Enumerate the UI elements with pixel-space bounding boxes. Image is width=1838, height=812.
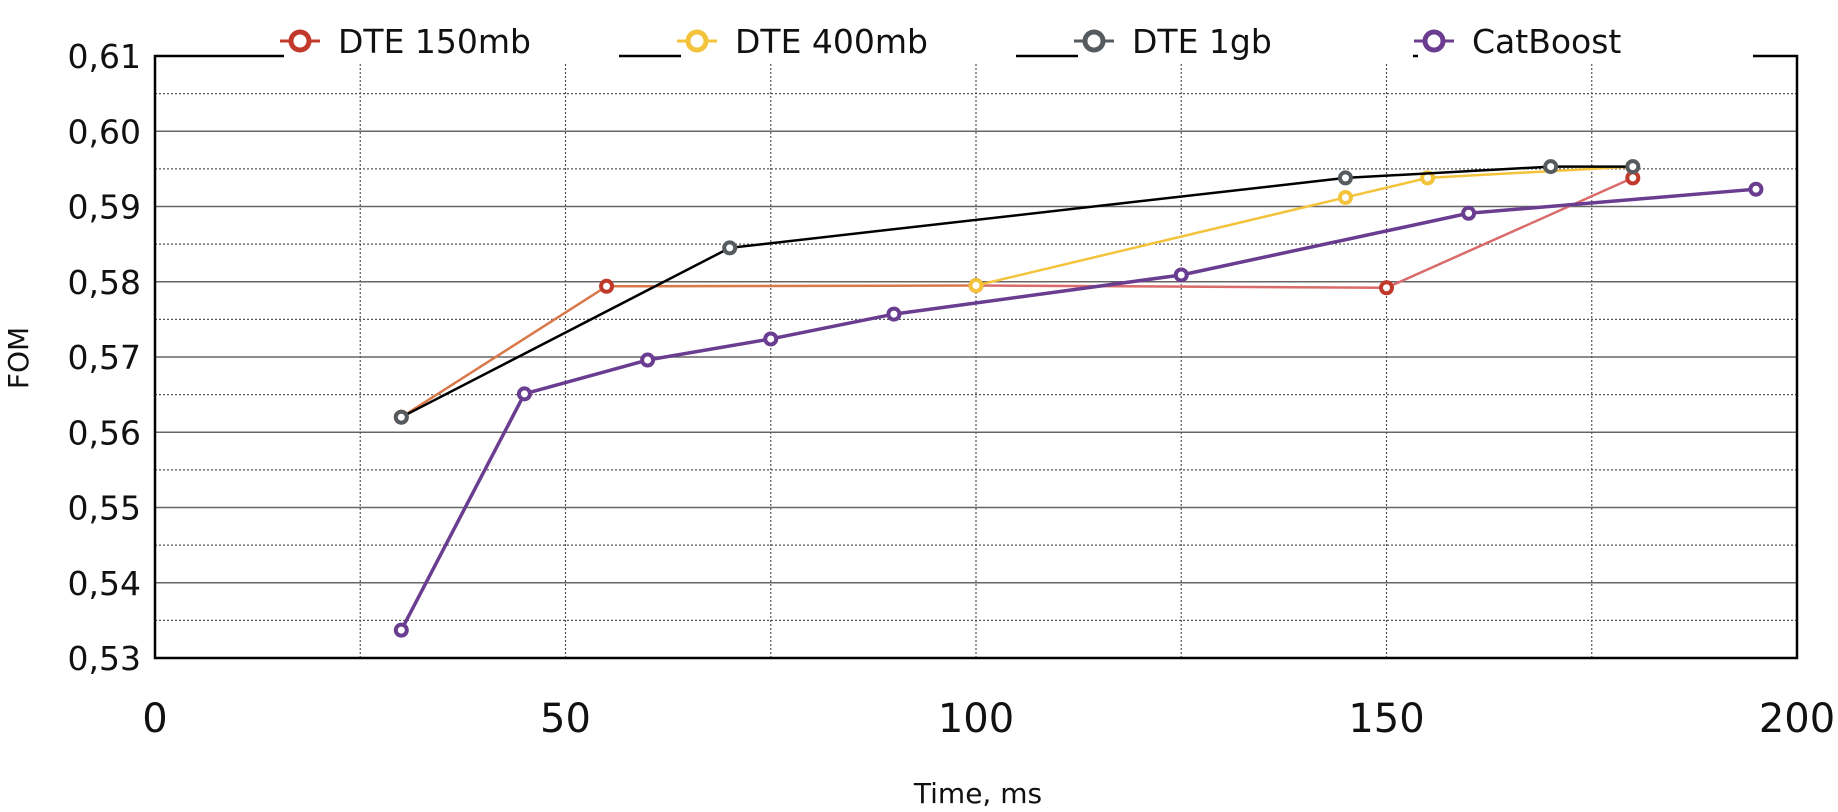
legend-entry-bg: [1078, 22, 1413, 62]
data-point: [722, 240, 738, 256]
legend-entry: DTE 400mb: [677, 22, 1016, 62]
legend-entry: DTE 150mb: [280, 22, 619, 62]
legend-marker: [685, 29, 709, 53]
axes: 0,53 0,54 0,55 0,56 0,57 0,58 0,59 0,60 0,61 0 50 1…: [68, 37, 1836, 742]
x-tick-label: 0: [142, 696, 167, 742]
data-point: [763, 331, 779, 347]
y-tick-label: 0,57: [68, 338, 141, 377]
y-axis-title: FOM: [2, 327, 35, 389]
legend-entry-bg: [284, 22, 619, 62]
legend-entry-bg: [1418, 22, 1753, 62]
y-tick-label: 0,60: [68, 112, 141, 151]
y-tick-label: 0,61: [68, 37, 141, 76]
x-tick-label: 150: [1348, 696, 1424, 742]
data-point: [1337, 189, 1353, 205]
series-dte-400mb: [968, 159, 1641, 294]
y-tick-label: 0,59: [68, 188, 141, 227]
series-segment: [728, 176, 1347, 250]
series-segment: [974, 196, 1347, 287]
series-segment: [605, 284, 978, 288]
data-point: [640, 352, 656, 368]
series-segment: [1179, 211, 1471, 277]
series-segment: [769, 312, 896, 341]
data-point: [1461, 205, 1477, 221]
series-segment: [974, 284, 1388, 290]
y-tick-label: 0,53: [68, 639, 141, 678]
series-segment: [522, 358, 650, 396]
legend: DTE 150mb DTE 400mb DTE 1gb CatBoost: [280, 22, 1753, 62]
legend-marker: [288, 29, 312, 53]
data-point: [1337, 170, 1353, 186]
series-segment: [400, 246, 731, 419]
legend-label: DTE 150mb: [338, 22, 531, 61]
series-segment: [892, 273, 1183, 316]
x-tick-label: 100: [938, 696, 1014, 742]
y-tick-label: 0,58: [68, 263, 141, 302]
series-catboost: [393, 181, 1764, 638]
y-tick-label: 0,55: [68, 489, 141, 528]
legend-label: CatBoost: [1472, 22, 1621, 61]
y-tick-label: 0,54: [68, 564, 141, 603]
data-point: [1543, 159, 1559, 175]
series-segment: [1466, 187, 1758, 216]
legend-marker: [1082, 29, 1106, 53]
x-tick-label: 200: [1759, 696, 1835, 742]
series-segment: [400, 285, 608, 419]
data-point: [968, 278, 984, 294]
series-segment: [1426, 165, 1635, 180]
series-segment: [1344, 165, 1552, 180]
series-segment: [1344, 176, 1429, 199]
x-tick-label: 50: [540, 696, 591, 742]
data-point: [393, 409, 409, 425]
x-axis-title: Time, ms: [913, 777, 1042, 810]
data-point: [516, 386, 532, 402]
legend-label: DTE 1gb: [1132, 22, 1272, 61]
data-point: [393, 622, 409, 638]
data-point: [886, 306, 902, 322]
series-segment: [645, 337, 773, 362]
grid: [155, 55, 1797, 659]
legend-entry: DTE 1gb: [1074, 22, 1413, 62]
series-dte-1gb: [393, 159, 1641, 425]
data-point: [1625, 159, 1641, 175]
data-point: [1173, 267, 1189, 283]
y-tick-label: 0,56: [68, 413, 141, 452]
legend-label: DTE 400mb: [735, 22, 928, 61]
data-point: [1379, 280, 1394, 296]
series-segment: [399, 392, 527, 632]
data-point: [1748, 181, 1764, 197]
series-lines: [393, 159, 1764, 638]
legend-entry: CatBoost: [1414, 22, 1753, 62]
series-segment: [1385, 176, 1635, 290]
legend-entry-bg: [681, 22, 1016, 62]
data-point: [599, 278, 615, 294]
legend-marker: [1422, 29, 1446, 53]
